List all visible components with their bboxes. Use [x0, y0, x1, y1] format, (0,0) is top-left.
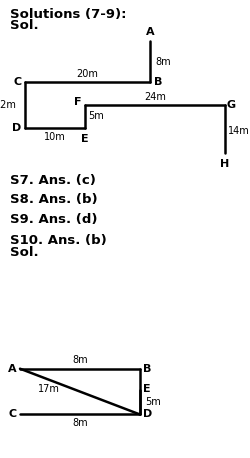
Text: D: D: [143, 409, 152, 420]
Text: S10. Ans. (b): S10. Ans. (b): [10, 234, 107, 247]
Text: A: A: [8, 364, 16, 374]
Text: G: G: [226, 100, 235, 110]
Text: Sol.: Sol.: [10, 19, 38, 32]
Text: D: D: [12, 123, 21, 133]
Text: B: B: [143, 364, 152, 374]
Text: 8m: 8m: [72, 355, 88, 365]
Text: S7. Ans. (c): S7. Ans. (c): [10, 174, 96, 187]
Text: A: A: [146, 27, 154, 37]
Text: 20m: 20m: [76, 69, 98, 79]
Text: C: C: [13, 77, 21, 87]
Text: S8. Ans. (b): S8. Ans. (b): [10, 193, 98, 206]
Text: E: E: [81, 134, 89, 144]
Text: Sol.: Sol.: [10, 246, 38, 259]
Text: 10m: 10m: [44, 132, 66, 142]
Text: 24m: 24m: [144, 92, 166, 102]
Text: H: H: [220, 159, 230, 169]
Text: 14m: 14m: [228, 125, 250, 136]
Text: 8m: 8m: [72, 418, 88, 428]
Text: 17m: 17m: [38, 384, 60, 394]
Text: B: B: [154, 77, 162, 87]
Text: 8m: 8m: [156, 57, 171, 67]
Text: F: F: [74, 97, 81, 107]
Text: 12m: 12m: [0, 100, 17, 110]
Text: S9. Ans. (d): S9. Ans. (d): [10, 213, 98, 225]
Text: C: C: [8, 409, 16, 420]
Text: E: E: [143, 384, 150, 394]
Text: 5m: 5m: [88, 111, 104, 121]
Text: 5m: 5m: [146, 397, 161, 407]
Text: Solutions (7-9):: Solutions (7-9):: [10, 8, 126, 21]
